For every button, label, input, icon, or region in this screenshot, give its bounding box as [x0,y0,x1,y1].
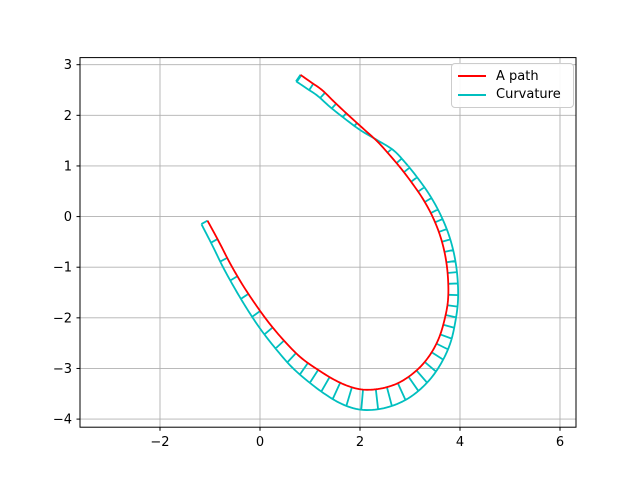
tick-marks [76,64,561,431]
x-tick-label: 2 [356,435,364,450]
axes-spines [79,57,577,428]
y-tick-label: 0 [64,210,72,225]
path-line [206,74,450,391]
y-tick-label: 2 [64,109,72,124]
legend-item-curvature: Curvature [458,87,565,102]
legend-line-sample-curvature [458,93,486,96]
legend-item-a-path: A path [458,69,565,84]
legend: A path Curvature [451,63,574,108]
x-tick-label: 4 [456,435,464,450]
y-tick-label: 1 [64,159,72,174]
y-tick-label: −1 [53,261,72,276]
y-tick-label: −3 [53,362,72,377]
curvature-comb [200,74,460,411]
y-tick-label: 3 [64,58,72,73]
legend-label-a-path: A path [496,68,539,84]
x-tick-label: 0 [256,435,264,450]
y-tick-label: −4 [53,413,72,428]
legend-label-curvature: Curvature [496,87,561,103]
x-tick-label: −2 [150,435,169,450]
y-tick-label: −2 [53,311,72,326]
x-tick-label: 6 [556,435,564,450]
legend-line-sample-a-path [458,75,486,78]
grid [80,57,576,428]
